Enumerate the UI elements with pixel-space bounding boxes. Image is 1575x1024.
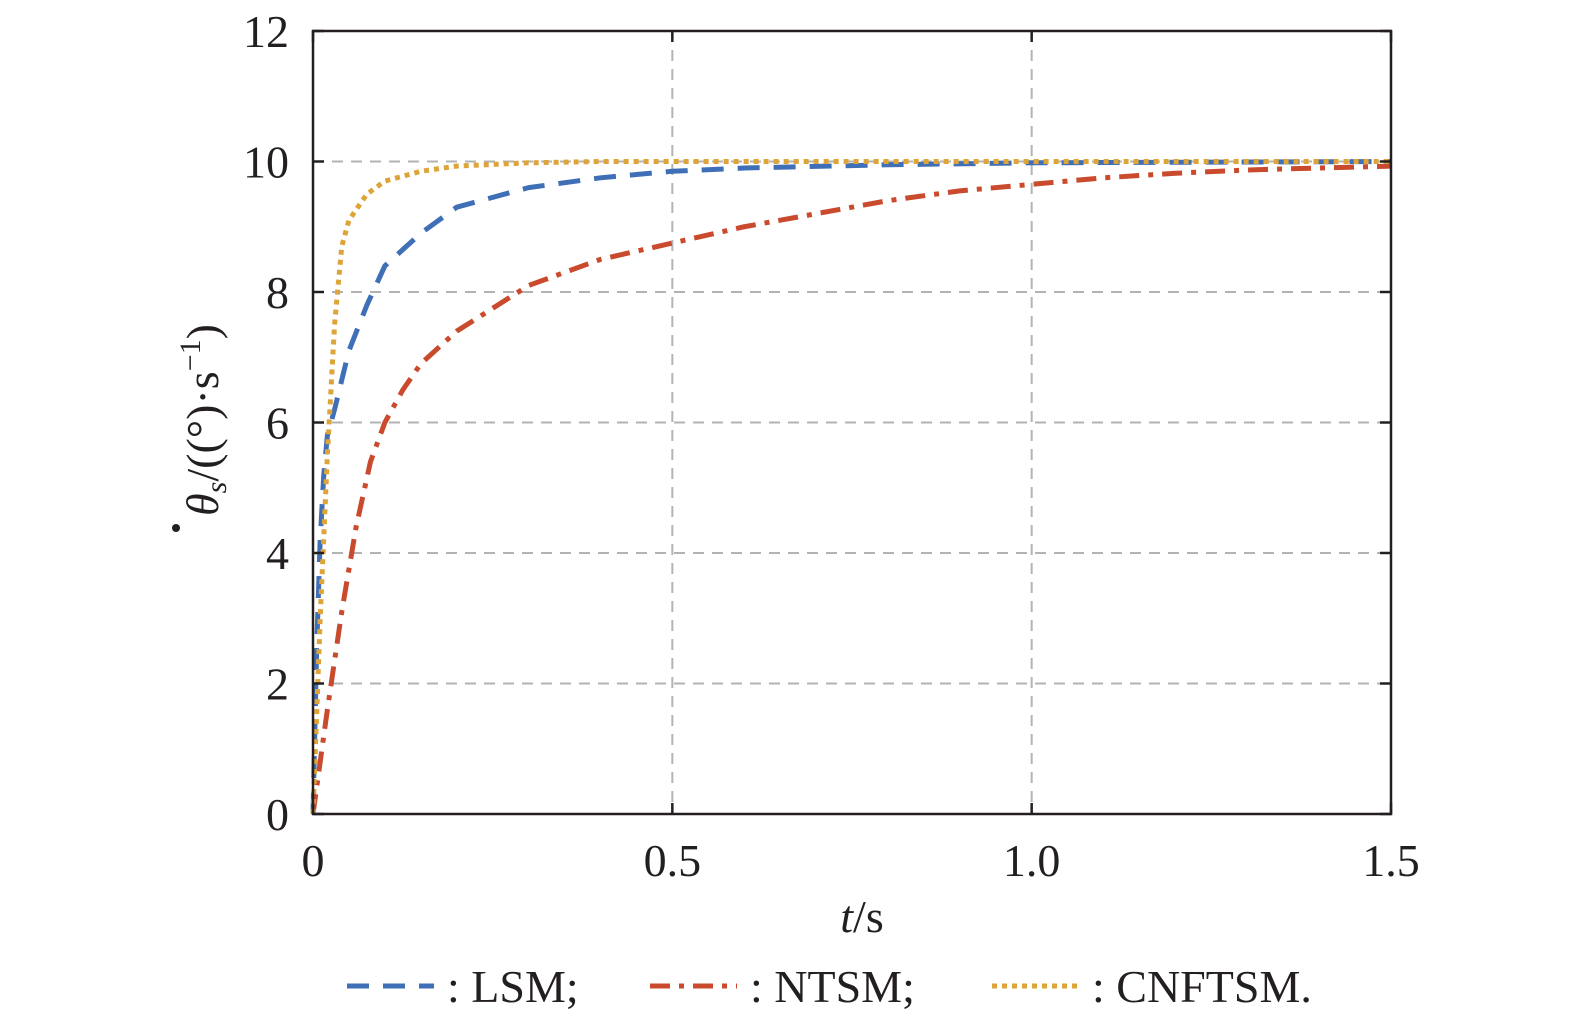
y-axis-label: θs/((°)·s−1) <box>174 324 233 516</box>
y-axis-label-group: θs/((°)·s−1) <box>172 324 233 532</box>
legend-label-lsm: : LSM; <box>447 961 579 1012</box>
series-line-ntsm <box>310 163 1392 815</box>
x-tick-label: 1.5 <box>1362 835 1420 886</box>
x-axis-label: t/s <box>840 891 883 942</box>
y-tick-label: 10 <box>243 137 289 188</box>
x-tick-label: 1.0 <box>1003 835 1061 886</box>
x-tick-label: 0.5 <box>644 835 702 886</box>
x-tick-label: 0 <box>302 835 325 886</box>
series-line-lsm <box>310 159 1392 815</box>
grid-lines <box>313 31 1391 814</box>
legend-label-ntsm: : NTSM; <box>750 961 915 1012</box>
series-line-cnftsm <box>310 159 1391 815</box>
legend: : LSM; : NTSM; : CNFTSM. <box>347 961 1312 1012</box>
y-tick-label: 6 <box>266 398 289 449</box>
y-tick-label: 0 <box>266 789 289 840</box>
y-tick-label: 4 <box>266 528 289 579</box>
y-tick-label: 12 <box>243 6 289 57</box>
axis-ticks: 0 0.5 1.0 1.5 0 2 4 6 8 10 12 <box>243 6 1420 886</box>
series-lines <box>310 159 1392 815</box>
y-tick-label: 2 <box>266 659 289 710</box>
y-tick-label: 8 <box>266 267 289 318</box>
legend-label-cnftsm: : CNFTSM. <box>1092 961 1312 1012</box>
y-axis-label-dot-accent <box>172 524 180 532</box>
